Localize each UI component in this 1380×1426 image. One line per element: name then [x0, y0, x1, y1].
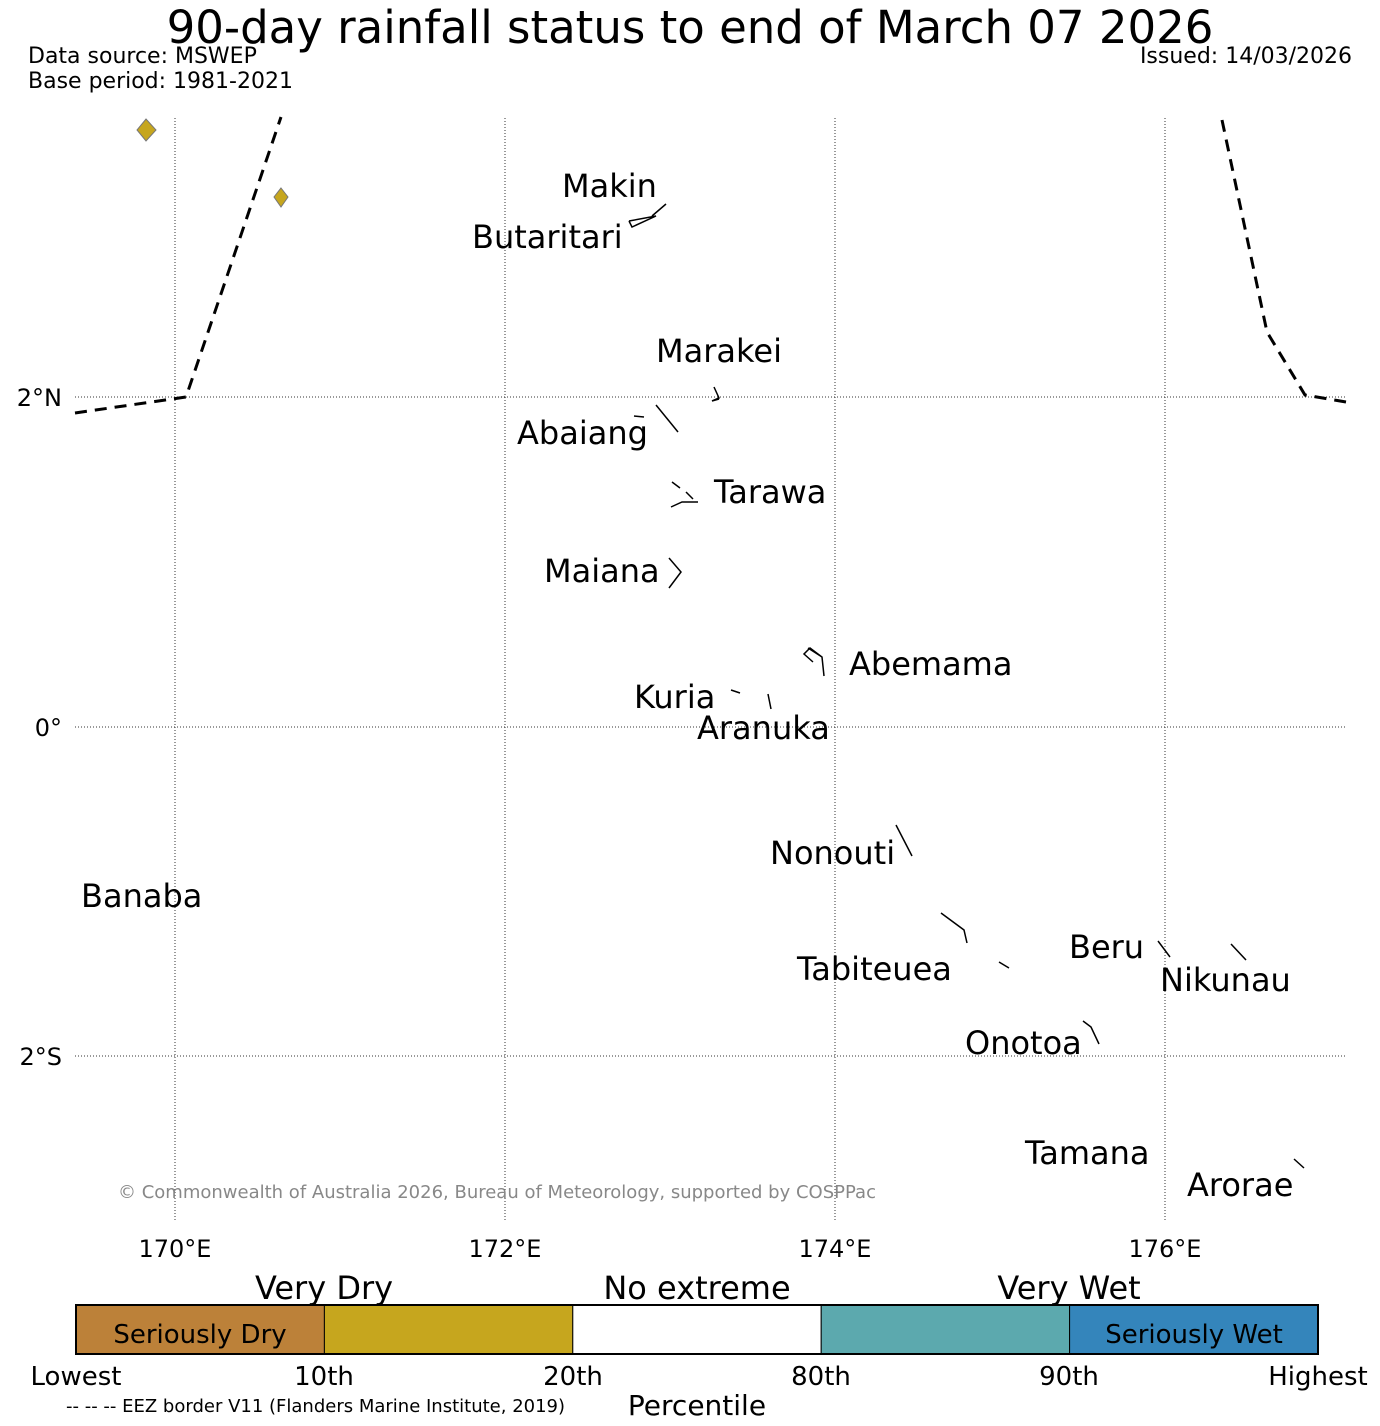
island-outlines	[628, 203, 1305, 1169]
eez-border-west	[74, 116, 283, 415]
island-label-onotoa: Onotoa	[965, 1024, 1082, 1062]
island-shape-kuria	[730, 689, 741, 694]
island-shape-abaiang	[655, 404, 679, 433]
legend-segment	[820, 1304, 1071, 1355]
island-shape-tabiteuea-south	[998, 961, 1010, 969]
legend-tick-highest: Highest	[1268, 1362, 1368, 1392]
island-shape-arorae	[1293, 1158, 1305, 1169]
legend-tick-20th: 20th	[543, 1362, 603, 1392]
eez-borders	[74, 116, 1347, 415]
island-shape-maiana	[668, 557, 682, 589]
island-label-maiana: Maiana	[544, 552, 660, 590]
legend-colorbar	[75, 1304, 1319, 1355]
issued-date-label: Issued: 14/03/2026	[1139, 44, 1352, 69]
legend-segment	[323, 1304, 574, 1355]
eez-border-note: -- -- -- EEZ border V11 (Flanders Marine…	[66, 1396, 565, 1417]
legend-tick-90th: 90th	[1039, 1362, 1099, 1392]
legend-tick-80th: 80th	[791, 1362, 851, 1392]
legend-seriously-dry: Seriously Dry	[113, 1320, 286, 1350]
eez-border-east	[1220, 119, 1347, 404]
island-shape-onotoa	[1082, 1020, 1100, 1045]
data-source-label: Data source: MSWEP	[28, 44, 257, 69]
legend-axis-label: Percentile	[628, 1389, 766, 1422]
island-shape-abemama	[802, 647, 825, 677]
legend-tick-10th: 10th	[294, 1362, 354, 1392]
island-shape-tarawa	[670, 501, 698, 508]
island-label-banaba: Banaba	[81, 877, 202, 915]
island-shape-aranuka	[767, 693, 772, 710]
island-label-abaiang: Abaiang	[517, 414, 648, 452]
island-label-arorae: Arorae	[1187, 1166, 1293, 1204]
map-title: 90-day rainfall status to end of March 0…	[166, 1, 1214, 54]
copyright-notice: © Commonwealth of Australia 2026, Bureau…	[118, 1182, 876, 1203]
island-label-marakei: Marakei	[656, 332, 782, 370]
legend-group-very-wet: Very Wet	[997, 1269, 1140, 1307]
island-label-tarawa: Tarawa	[713, 473, 826, 511]
island-label-butaritari: Butaritari	[472, 218, 623, 256]
legend-segment	[572, 1304, 822, 1355]
island-shape-beru	[1157, 940, 1171, 958]
island-shape-tarawa-islet	[685, 491, 694, 500]
legend-segment	[1069, 1304, 1319, 1355]
island-shape-nikunau	[1230, 943, 1247, 961]
island-shape-tarawa-north	[671, 481, 681, 489]
lat-label-2n: 2°N	[17, 384, 62, 412]
island-shape-abaiang-islet	[633, 415, 645, 418]
legend-seriously-wet: Seriously Wet	[1105, 1320, 1283, 1350]
lon-label-172e: 172°E	[469, 1235, 542, 1263]
island-label-tabiteuea: Tabiteuea	[796, 950, 952, 988]
island-shape-nonouti	[895, 824, 913, 857]
legend-outline	[75, 1304, 1319, 1355]
island-shape-butaritari	[628, 215, 657, 228]
lon-label-174e: 174°E	[799, 1235, 872, 1263]
island-label-nonouti: Nonouti	[770, 834, 895, 872]
base-period-label: Base period: 1981-2021	[28, 69, 293, 94]
legend-tick-lowest: Lowest	[31, 1362, 122, 1392]
island-patch-very-dry	[273, 187, 289, 208]
island-label-nikunau: Nikunau	[1160, 961, 1291, 999]
graticule	[75, 118, 1345, 1222]
island-label-aranuka: Aranuka	[697, 709, 830, 747]
island-shape-makin	[651, 203, 667, 217]
island-shape-tabiteuea-north	[940, 912, 968, 944]
island-patch-very-dry	[136, 118, 157, 142]
island-label-kuria: Kuria	[634, 678, 715, 716]
island-shape-marakei	[711, 386, 720, 402]
legend-group-no-extreme: No extreme	[603, 1269, 790, 1307]
island-label-makin: Makin	[562, 167, 657, 205]
lat-label-0: 0°	[35, 714, 62, 742]
legend-group-very-dry: Very Dry	[255, 1269, 393, 1307]
island-label-beru: Beru	[1069, 928, 1144, 966]
island-label-tamana: Tamana	[1024, 1134, 1150, 1172]
lon-label-170e: 170°E	[139, 1235, 212, 1263]
island-label-abemama: Abemama	[849, 645, 1012, 683]
lon-label-176e: 176°E	[1129, 1235, 1202, 1263]
lat-label-2s: 2°S	[19, 1043, 62, 1071]
